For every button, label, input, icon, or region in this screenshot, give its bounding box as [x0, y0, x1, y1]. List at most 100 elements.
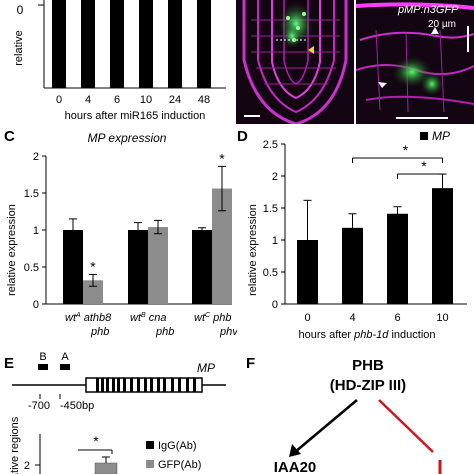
panel-d-ytick: 1 [272, 235, 278, 247]
panel-c-ylabel: relative expression [6, 204, 18, 296]
panel-d-ytick: 2.5 [263, 139, 278, 151]
panel-f-arrow-right [378, 399, 434, 453]
panel-e-exon [144, 378, 147, 392]
panel-d-bar [432, 188, 453, 304]
panel-a-bar [52, 0, 66, 88]
panel-c-bar [212, 188, 232, 304]
panel-e-legend-swatch-igg [146, 441, 154, 449]
panel-b-marker-label: pMP:n3GFP [398, 4, 459, 16]
panel-e-letter: E [4, 355, 14, 372]
panel-d-sig-star: * [421, 158, 427, 174]
panel-a-xtick: 10 [140, 94, 152, 106]
panel-e-legend-swatch-gfp [146, 460, 154, 468]
panel-e-exon [123, 378, 126, 392]
panel-e-bar-gfp [94, 462, 118, 474]
panel-c-ytick: 1.5 [24, 188, 39, 200]
panel-d-xtick: 0 [304, 312, 310, 324]
panel-e-region-a-label: A [61, 351, 69, 363]
panel-d-legend-swatch [420, 132, 428, 140]
panel-c-sig-star: * [219, 150, 225, 166]
panel-a-bar [168, 0, 182, 88]
panel-d-ytick: 0.5 [263, 267, 278, 279]
panel-a-xlabel: hours after miR165 induction [65, 110, 206, 122]
panel-e-pos-700: -700 [28, 400, 50, 412]
panel-b-arrowhead-yellow [308, 46, 314, 54]
panel-b-arrowhead-white-bottom [378, 82, 387, 88]
panel-a-xtick: 0 [56, 94, 62, 106]
panel-e-exon [130, 378, 133, 392]
panel-d-bar [387, 213, 408, 304]
panel-e-exon [112, 378, 115, 392]
panel-f-phb: PHB [352, 357, 384, 374]
panel-c-bar [192, 230, 212, 304]
panel-a-chart: 0 relative 0 4 6 10 24 48 hours after miR165 … [13, 0, 226, 122]
panel-f-hdzip: (HD-ZIP III) [330, 377, 406, 394]
panel-d-ytick: 1.5 [263, 203, 278, 215]
panel-a-xtick: 6 [114, 94, 120, 106]
panel-c-group-label-line2: phb [155, 326, 174, 338]
panel-f-arrow-left [294, 399, 358, 453]
panel-c-group-label-line2: phv [219, 326, 237, 338]
panel-f-letter: F [246, 355, 255, 372]
panel-d-bar [342, 227, 363, 304]
panel-b-micrograph-right: pMP:n3GFP 20 µm [356, 0, 474, 124]
panel-e-legend-igg: IgG(Ab) [158, 440, 197, 452]
panel-e-ylabel: relative regions [9, 416, 21, 474]
panel-e-pos-450: -450bp [60, 400, 94, 412]
panel-e-exon [96, 378, 99, 392]
panel-e-ytick: 2 [24, 460, 30, 472]
panel-a-xtick: 48 [198, 94, 210, 106]
panel-d-ylabel: relative expression [247, 204, 259, 296]
panel-c-group-label: wtB cna [130, 312, 166, 324]
panel-c-letter: C [4, 128, 15, 145]
panel-e-exon [117, 378, 120, 392]
panel-e-region-a-marker [60, 364, 70, 370]
panel-d-ytick: 2 [272, 171, 278, 183]
panel-d-xlabel: hours after phb-1d induction [299, 329, 436, 341]
panel-c-ytick: 2 [33, 151, 39, 163]
panel-e-legend-gfp: GFP(Ab) [158, 459, 201, 471]
panel-f-arrowhead-left [289, 444, 301, 457]
panel-a-ylabel: relative [13, 30, 25, 65]
panel-f-target: IAA20 [274, 459, 317, 474]
panel-d-xtick: 4 [349, 312, 355, 324]
panel-c-group-label-line2: phb [90, 326, 109, 338]
panel-a-ytick-top: 0 [17, 3, 24, 17]
panel-d-xtick: 6 [394, 312, 400, 324]
panel-d-ytick: 0 [272, 299, 278, 311]
panel-e-exon [186, 378, 189, 392]
panel-a-bar [197, 0, 211, 88]
panel-e-exon [101, 378, 104, 392]
panel-a-xtick: 4 [85, 94, 91, 106]
panel-a-bar [110, 0, 124, 88]
panel-a-bar [139, 0, 153, 88]
panel-e-exon [137, 378, 140, 392]
panel-c-group-label: wtC phb [194, 312, 231, 324]
panel-d-xtick: 10 [436, 312, 448, 324]
panel-a-bar [81, 0, 95, 88]
panel-e-exon [163, 378, 166, 392]
panel-e-exon [178, 378, 181, 392]
panel-b-scale-label: 20 µm [428, 19, 456, 30]
panel-a-xtick: 24 [169, 94, 181, 106]
panel-e: E B A MP -700 -450bp relative regions 2 … [4, 351, 226, 474]
panel-f: F PHB (HD-ZIP III) IAA20 [246, 355, 442, 474]
panel-d-letter: D [237, 128, 248, 145]
panel-e-region-b-label: B [39, 351, 46, 363]
panel-c-ytick: 1 [33, 225, 39, 237]
panel-e-sig-star: * [93, 433, 99, 449]
panel-e-gene-label: MP [197, 361, 215, 375]
panel-c-bar [128, 230, 148, 304]
panel-e-exon [171, 378, 174, 392]
panel-e-exon [150, 378, 153, 392]
panel-d-sig-star: * [403, 142, 409, 158]
panel-c-sig-star: * [90, 258, 96, 274]
panel-c-chart: C MP expression relative expression 0 0.5… [4, 128, 237, 338]
panel-c-bar [148, 227, 168, 304]
panel-c-title: MP expression [88, 131, 167, 145]
panel-e-region-b-marker [38, 364, 48, 370]
panel-c-bar [83, 280, 103, 304]
panel-e-exon [106, 378, 109, 392]
panel-c-ytick: 0 [33, 299, 39, 311]
panel-c-ytick: 0.5 [24, 262, 39, 274]
